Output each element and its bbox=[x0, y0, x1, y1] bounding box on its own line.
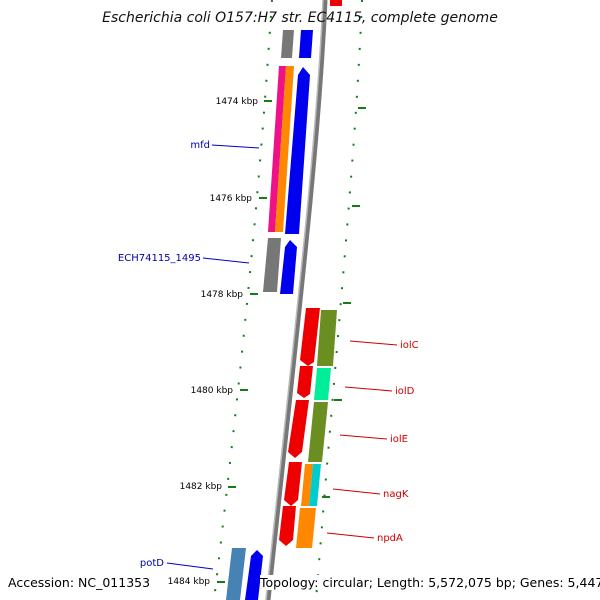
kbp-label: 1474 kbp bbox=[216, 97, 259, 107]
kbp-labels: 1474 kbp 1476 kbp 1478 kbp 1480 kbp 1482… bbox=[168, 97, 259, 587]
gene-arrow-blue-1 bbox=[299, 30, 313, 58]
kbp-ticks bbox=[217, 100, 366, 583]
left-gene-labels: mfd ECH74115_1495 potD bbox=[118, 140, 260, 570]
leader-line-iold bbox=[344, 386, 393, 392]
kbp-label: 1480 kbp bbox=[191, 386, 234, 396]
leader-line-iolc bbox=[349, 340, 398, 346]
kbp-label: 1482 kbp bbox=[180, 482, 223, 492]
kbp-label: 1478 kbp bbox=[201, 290, 244, 300]
gene-label-iold[interactable]: iolD bbox=[395, 386, 415, 397]
gene-label-iole[interactable]: iolE bbox=[390, 434, 408, 445]
gene-block-steel-blue bbox=[226, 548, 246, 600]
gene-arrow-red-2 bbox=[297, 366, 313, 398]
leader-line-nagk bbox=[332, 488, 381, 495]
cog-block-orange-2 bbox=[296, 508, 316, 548]
gene-arrow-red-3 bbox=[288, 400, 309, 458]
leader-line-iole bbox=[339, 434, 388, 440]
gene-arrow-blue-long bbox=[285, 67, 310, 234]
gene-block-gray-1 bbox=[281, 30, 294, 58]
leader-line-potd bbox=[166, 562, 214, 570]
inner-tick-track bbox=[213, 0, 273, 600]
genome-summary-text: Topology: circular; Length: 5,572,075 bp… bbox=[260, 575, 600, 590]
accession-text: Accession: NC_011353 bbox=[8, 575, 151, 590]
gene-label-ech74115-1495[interactable]: ECH74115_1495 bbox=[118, 253, 201, 264]
gene-arrow-blue-2 bbox=[280, 240, 297, 294]
leader-line-npda bbox=[326, 532, 375, 539]
gene-block-top-red bbox=[330, 0, 342, 6]
cog-block-olive-1 bbox=[317, 310, 337, 366]
gene-label-npda[interactable]: npdA bbox=[377, 533, 403, 544]
leader-line-mfd bbox=[211, 144, 260, 149]
gene-block-gray-2 bbox=[263, 238, 281, 292]
map-title: Escherichia coli O157:H7 str. EC4115, co… bbox=[102, 10, 498, 26]
gene-block-orange bbox=[275, 66, 294, 232]
kbp-label: 1476 kbp bbox=[210, 194, 253, 204]
cog-block-spring-green bbox=[314, 368, 331, 400]
gene-label-mfd[interactable]: mfd bbox=[190, 140, 210, 151]
genome-backbone-highlight bbox=[265, 0, 324, 600]
gene-label-iolc[interactable]: iolC bbox=[400, 340, 419, 351]
right-gene-labels: iolC iolD iolE nagK npdA bbox=[326, 340, 419, 544]
outer-tick-track bbox=[315, 0, 363, 600]
leader-line-ech74115 bbox=[202, 257, 250, 264]
genome-backbone bbox=[265, 0, 328, 600]
gene-block-magenta bbox=[268, 66, 286, 232]
kbp-label: 1484 kbp bbox=[168, 577, 211, 587]
cog-block-olive-2 bbox=[308, 402, 328, 462]
gene-label-potd[interactable]: potD bbox=[140, 558, 164, 569]
cog-block-cyan bbox=[309, 464, 321, 506]
gene-label-nagk[interactable]: nagK bbox=[383, 489, 409, 500]
gene-arrow-blue-3 bbox=[245, 550, 263, 600]
gene-arrow-red-4 bbox=[284, 462, 302, 506]
gene-arrow-red-1 bbox=[300, 308, 320, 366]
gene-arrow-red-5 bbox=[279, 506, 296, 546]
